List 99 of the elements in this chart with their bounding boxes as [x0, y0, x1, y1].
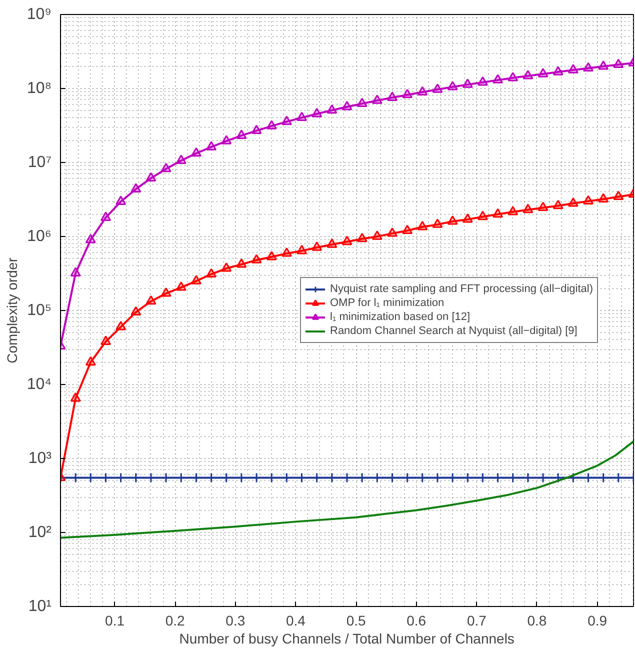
point: [522, 204, 534, 214]
y-tick-label: 10¹: [28, 598, 52, 615]
point: [432, 84, 443, 93]
y-tick-label: 10⁵: [27, 302, 52, 319]
x-tick-label: 0.2: [165, 612, 186, 628]
line-series: [60, 440, 634, 539]
point: [538, 202, 548, 212]
legend-label: Random Channel Search at Nyquist (all−digital) [9]: [330, 324, 578, 338]
y-tick-label: 10³: [28, 450, 52, 467]
point: [477, 210, 488, 220]
y-tick-label: 10⁹: [26, 6, 52, 23]
point: [447, 80, 458, 90]
point: [508, 206, 518, 216]
point: [342, 100, 352, 110]
point: [598, 60, 609, 70]
point: [447, 215, 458, 225]
point: [100, 336, 111, 345]
point: [492, 74, 504, 84]
point: [221, 135, 232, 144]
point: [508, 72, 518, 82]
point: [552, 66, 564, 76]
y-tick-label: 10⁸: [26, 80, 52, 97]
legend-label: OMP for l₁ minimization: [330, 296, 444, 310]
x-tick-label: 0.3: [226, 612, 246, 628]
point: [176, 154, 186, 164]
point: [386, 227, 398, 237]
point: [70, 267, 81, 276]
point: [176, 281, 186, 291]
point: [462, 78, 473, 88]
point: [598, 193, 609, 202]
x-tick-label: 0.6: [406, 612, 426, 628]
point: [432, 218, 443, 228]
point: [356, 98, 368, 108]
point: [146, 295, 156, 305]
point: [386, 92, 398, 101]
point: [146, 172, 156, 182]
x-tick-label: 0.7: [466, 612, 487, 628]
point: [236, 258, 247, 268]
point: [296, 244, 308, 254]
y-tick-label: 10⁶: [27, 228, 52, 245]
legend-label: Nyquist rate sampling and FFT processing (all−digital): [330, 282, 593, 296]
point: [462, 214, 473, 223]
point: [342, 236, 352, 246]
point: [417, 220, 428, 230]
point: [251, 254, 262, 264]
point: [312, 108, 322, 118]
point: [417, 86, 428, 96]
point: [70, 392, 81, 402]
point: [613, 58, 624, 68]
x-tick-label: 0.5: [346, 612, 366, 628]
point: [402, 88, 413, 98]
x-tick-label: 0.1: [105, 612, 125, 628]
x-tick-label: 0.9: [588, 612, 608, 628]
point: [190, 275, 202, 284]
point: [568, 64, 578, 74]
point: [326, 104, 338, 114]
point: [552, 200, 564, 210]
point: [326, 238, 338, 248]
point: [266, 250, 277, 260]
point: [583, 62, 594, 72]
x-tick-label: 0.8: [527, 612, 547, 628]
point: [266, 120, 277, 130]
point: [281, 248, 292, 257]
point: [130, 183, 142, 192]
y-tick-label: 10⁷: [28, 154, 52, 171]
point: [372, 230, 382, 240]
point: [206, 141, 217, 150]
point: [206, 268, 217, 278]
point: [85, 356, 96, 366]
point: [402, 224, 413, 234]
point: [281, 116, 292, 126]
point: [100, 212, 111, 221]
point: [372, 94, 382, 104]
point: [190, 147, 202, 157]
point: [296, 112, 308, 122]
point: [613, 190, 624, 200]
x-tick-label: 0.4: [286, 612, 306, 628]
point: [116, 196, 126, 205]
point: [583, 195, 594, 205]
point: [85, 234, 96, 244]
point: [130, 306, 142, 316]
y-tick-label: 10⁴: [26, 376, 52, 393]
point: [538, 68, 548, 78]
point: [492, 208, 504, 218]
point: [160, 288, 172, 297]
point: [312, 242, 322, 251]
point: [160, 162, 172, 172]
point: [568, 197, 578, 207]
x-axis-title: Number of busy Channels / Total Number of Channels: [179, 630, 514, 646]
point: [236, 130, 247, 139]
legend-label: l₁ minimization based on [12]: [330, 310, 470, 324]
point: [356, 232, 368, 242]
y-axis-title: Complexity order: [4, 257, 20, 364]
y-tick-label: 10²: [28, 524, 52, 541]
point: [522, 70, 534, 80]
point: [477, 76, 488, 86]
point: [251, 124, 262, 134]
point: [221, 262, 232, 272]
point: [116, 320, 126, 330]
